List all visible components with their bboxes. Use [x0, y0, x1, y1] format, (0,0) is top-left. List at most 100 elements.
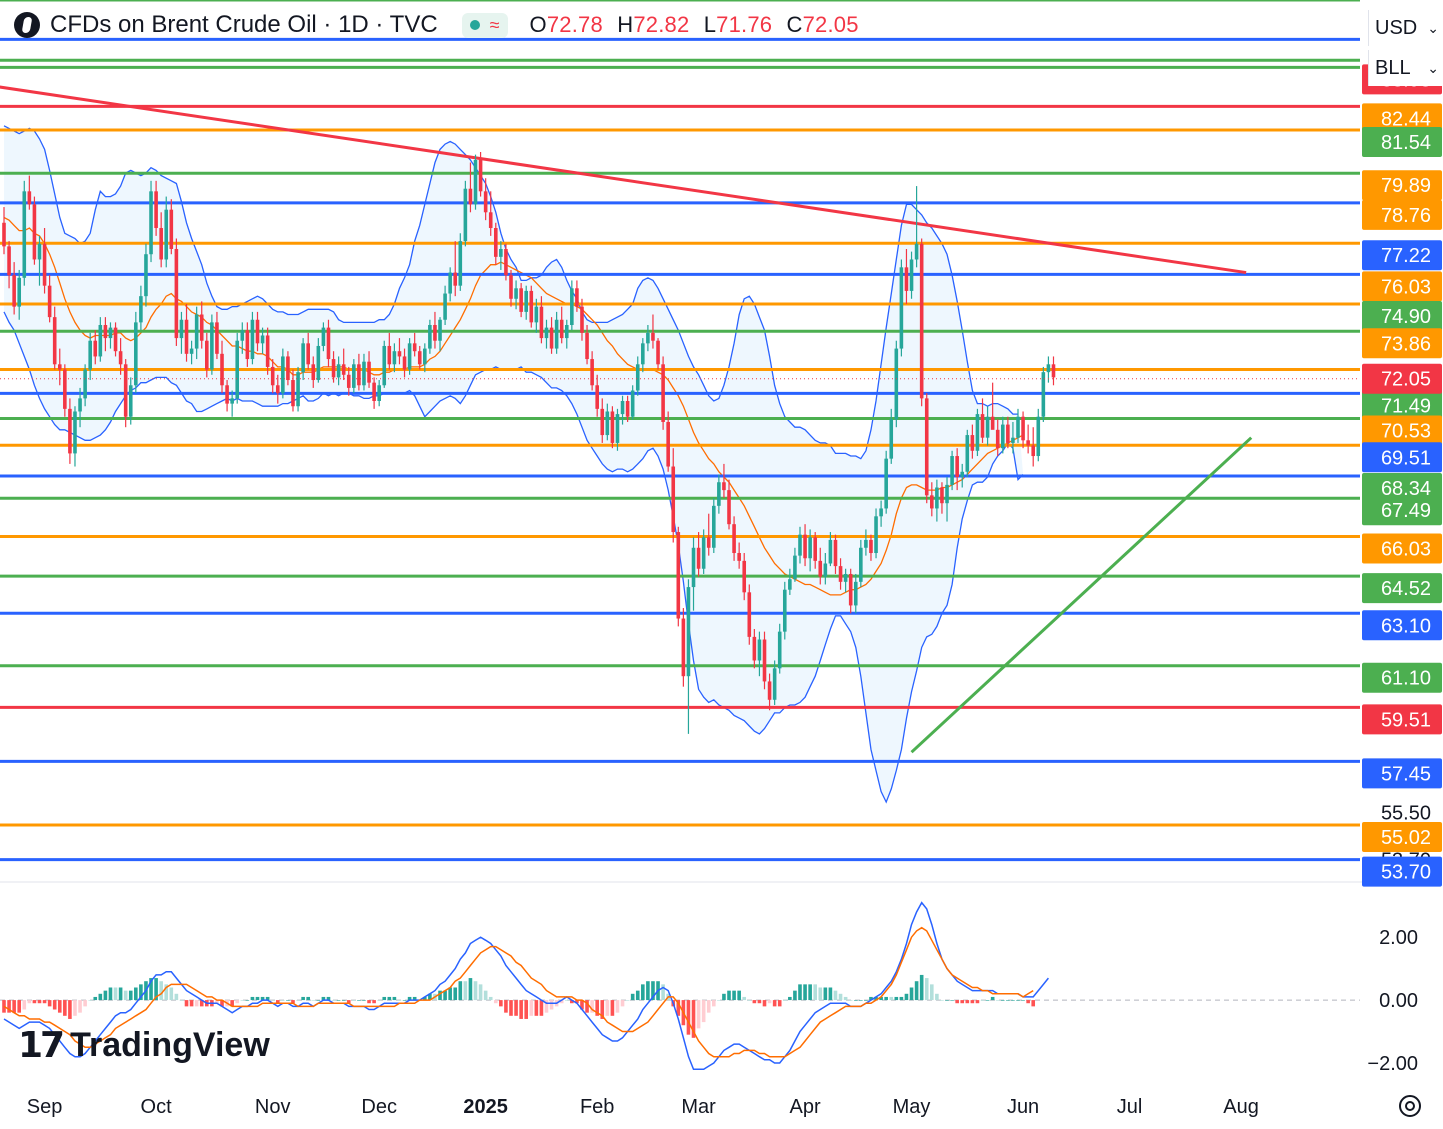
- currency-label: USD: [1375, 16, 1418, 39]
- candles: [2, 152, 1056, 734]
- price-tag-text: 71.49: [1381, 395, 1431, 417]
- macd-histogram-bar: [843, 996, 848, 1001]
- macd-histogram-bar: [346, 1000, 351, 1004]
- candle-body: [123, 364, 128, 417]
- candle-body: [423, 348, 427, 365]
- candle-body: [798, 534, 802, 556]
- macd-axis-label: −2.00: [1367, 1053, 1418, 1075]
- macd-histogram-bar: [798, 984, 802, 1001]
- macd-histogram-bar: [402, 1000, 407, 1001]
- time-axis-label: Jul: [1117, 1096, 1143, 1118]
- candle-body: [747, 592, 752, 637]
- macd-histogram-bar: [717, 1000, 721, 1001]
- candle-body: [189, 348, 194, 354]
- tradingview-logo[interactable]: 17 TradingView: [18, 1025, 270, 1066]
- candle-body: [930, 495, 934, 509]
- candle-body: [17, 277, 22, 307]
- candle-body: [88, 340, 92, 370]
- macd-histogram-bar: [184, 1000, 189, 1007]
- macd-histogram-bar: [63, 1000, 67, 1016]
- macd-histogram-bar: [220, 1000, 224, 1007]
- candle-body: [250, 319, 255, 360]
- macd-histogram-bar: [945, 1000, 949, 1001]
- candle-body: [245, 330, 250, 360]
- candle-body: [833, 539, 838, 567]
- macd-histogram-bar: [564, 1000, 569, 1001]
- macd-histogram-bar: [646, 981, 650, 1001]
- macd-histogram-bar: [103, 990, 108, 1001]
- macd-histogram-bar: [57, 1000, 62, 1013]
- candle-body: [559, 319, 564, 339]
- macd-histogram-bar: [590, 1000, 594, 1013]
- settings-gear-icon[interactable]: [1396, 1092, 1424, 1120]
- candle-body: [615, 414, 620, 443]
- ohlc-low-value: 71.76: [716, 12, 773, 37]
- candle-body: [899, 267, 904, 349]
- macd-histogram-bar: [134, 987, 138, 1001]
- delayed-data-icon: ≈: [489, 14, 500, 35]
- macd-histogram-bar: [782, 1000, 787, 1001]
- candle-body: [813, 537, 817, 561]
- candle-body: [1021, 416, 1025, 441]
- macd-histogram-bar: [919, 974, 924, 1001]
- macd-histogram-bar: [428, 993, 432, 1001]
- macd-histogram-bar: [52, 1000, 57, 1010]
- macd-histogram-bar: [757, 1000, 762, 1004]
- candle-body: [504, 248, 508, 276]
- macd-histogram-bar: [83, 1000, 87, 1007]
- symbol-title[interactable]: CFDs on Brent Crude Oil · 1D · TVC: [50, 11, 438, 38]
- price-tag-text: 67.49: [1381, 500, 1431, 522]
- price-tag-69.51: [1362, 442, 1442, 473]
- candle-body: [387, 345, 392, 365]
- macd-histogram-bar: [73, 1000, 77, 1016]
- unit-selector[interactable]: BLL ⌄: [1368, 50, 1443, 86]
- candle-body: [63, 369, 67, 409]
- candle-body: [772, 668, 777, 700]
- ohlc-low-label: L: [703, 12, 717, 37]
- candle-body: [630, 390, 635, 417]
- macd-histogram-bar: [291, 1000, 295, 1004]
- market-open-dot-icon: [469, 20, 480, 30]
- candle-body: [291, 380, 295, 407]
- time-axis-label: Mar: [681, 1096, 716, 1118]
- candle-body: [478, 159, 483, 192]
- macd-histogram-bar: [808, 984, 812, 1001]
- macd-histogram-bar: [448, 987, 452, 1001]
- macd-histogram-bar: [230, 1000, 234, 1007]
- macd-histogram-bar: [529, 1000, 534, 1016]
- candle-body: [955, 456, 959, 478]
- macd-histogram-bar: [463, 981, 468, 1001]
- candle-body: [935, 487, 939, 509]
- currency-selector[interactable]: USD ⌄: [1368, 10, 1443, 46]
- macd-histogram-bar: [788, 996, 792, 1001]
- macd-histogram-bar: [534, 1000, 539, 1016]
- macd-histogram-bar: [1026, 1000, 1030, 1004]
- price-tag-text: 79.89: [1381, 175, 1431, 197]
- candle-body: [128, 385, 133, 417]
- candle-body: [205, 340, 209, 370]
- market-status-pill[interactable]: ≈: [461, 12, 508, 38]
- candle-body: [382, 345, 387, 386]
- macd-histogram-bar: [620, 1000, 625, 1007]
- macd-histogram-bar: [514, 1000, 518, 1016]
- candle-body: [717, 482, 721, 506]
- candle-body: [321, 327, 326, 346]
- macd-histogram-bar: [270, 1000, 275, 1001]
- candle-body: [78, 398, 82, 412]
- candle-body: [727, 490, 731, 525]
- macd-histogram-bar: [747, 1000, 752, 1001]
- candle-body: [909, 259, 914, 291]
- candle-body: [52, 317, 57, 365]
- macd-histogram-bar: [995, 1000, 1000, 1001]
- candle-body: [235, 340, 240, 399]
- macd-histogram-bar: [260, 996, 265, 1001]
- candle-body: [580, 306, 584, 333]
- candle-body: [412, 343, 417, 352]
- candle-body: [377, 385, 381, 401]
- macd-histogram-bar: [701, 1000, 706, 1023]
- macd-histogram-bar: [985, 1000, 990, 1001]
- ohlc-close-label: C: [786, 12, 803, 37]
- ohlc-high-value: 72.82: [633, 12, 690, 37]
- price-tag-74.9: [1362, 301, 1442, 332]
